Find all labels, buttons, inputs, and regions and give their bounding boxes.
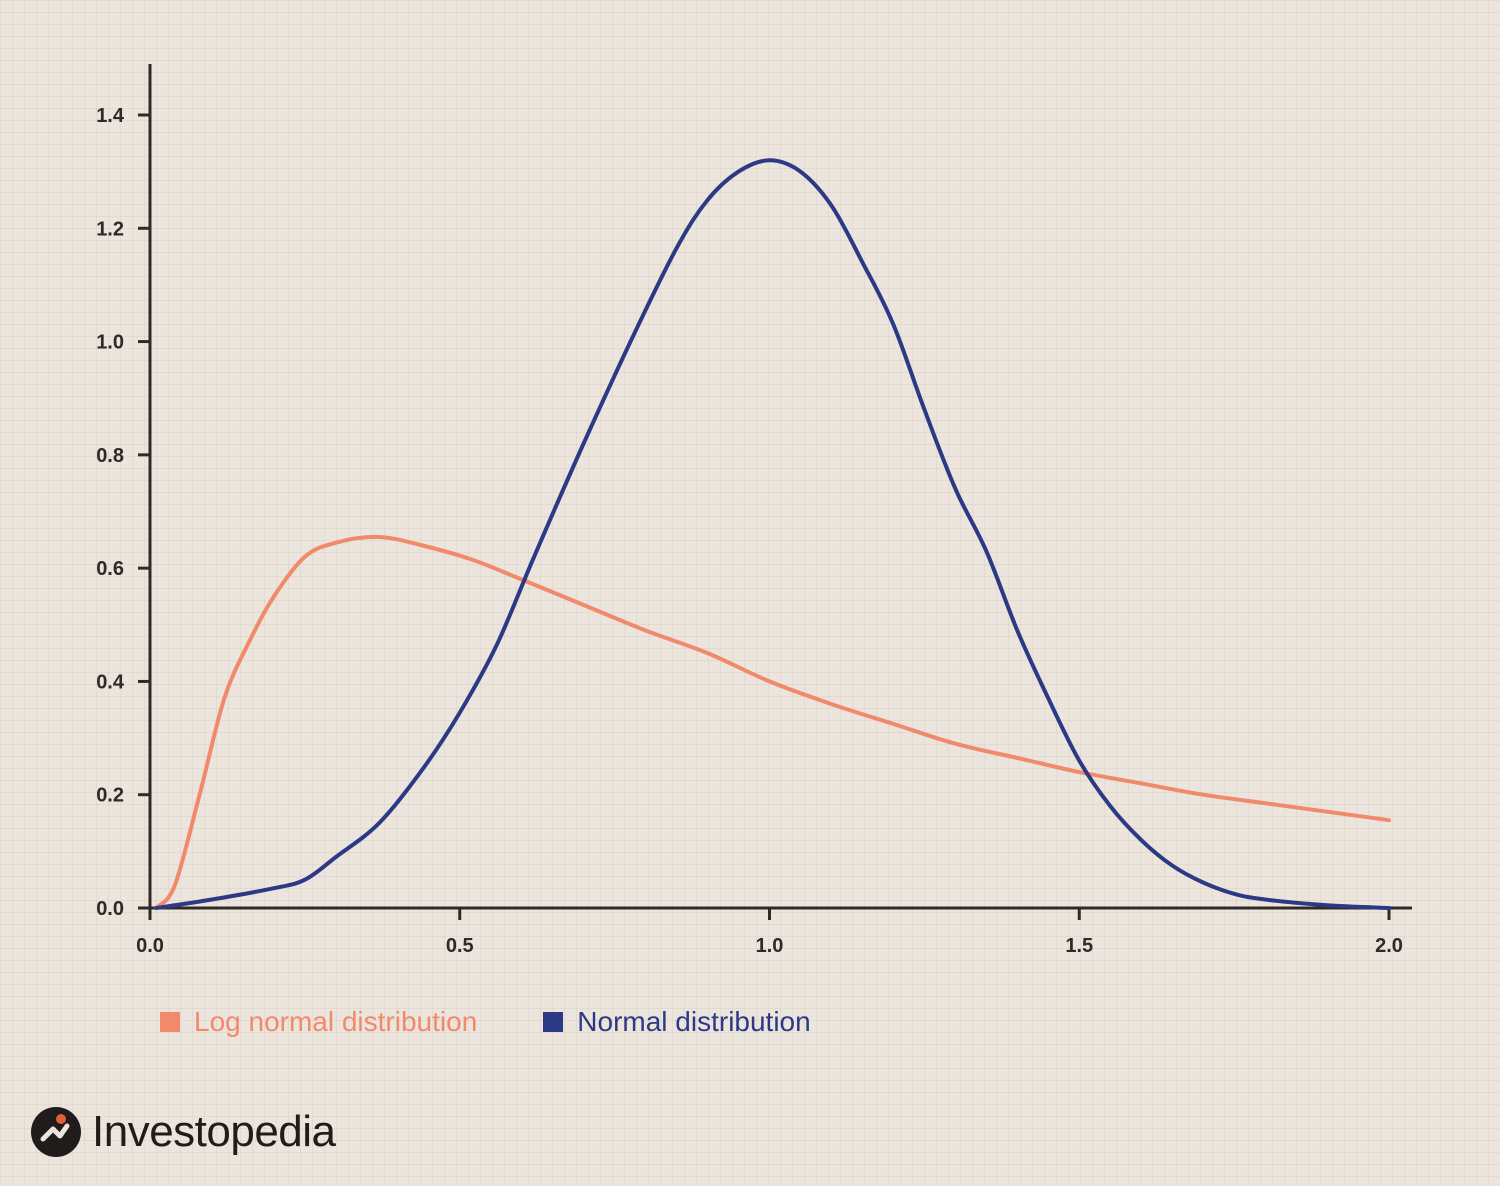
legend-swatch-log-normal (160, 1012, 180, 1032)
investopedia-logo-text: Investopedia (92, 1107, 336, 1156)
chart-legend: Log normal distribution Normal distribut… (160, 1006, 811, 1038)
y-tick-label: 1.4 (96, 105, 125, 127)
y-tick-label: 0.4 (96, 671, 125, 693)
x-tick-label: 2.0 (1375, 935, 1403, 957)
legend-item-normal: Normal distribution (543, 1006, 811, 1038)
chart-axes (148, 64, 1412, 910)
legend-label-normal: Normal distribution (577, 1006, 811, 1037)
x-tick-label: 1.5 (1065, 935, 1093, 957)
x-axis-ticks: 0.0 0.5 1.0 1.5 2.0 (136, 908, 1403, 957)
y-tick-label: 1.0 (96, 332, 124, 354)
investopedia-logo: Investopedia (30, 1106, 336, 1158)
x-tick-label: 0.0 (136, 935, 164, 957)
investopedia-logo-icon (31, 1107, 81, 1157)
legend-item-log-normal: Log normal distribution (160, 1006, 477, 1038)
y-tick-label: 0.0 (96, 898, 124, 920)
x-tick-label: 1.0 (756, 935, 784, 957)
y-tick-label: 0.6 (96, 558, 124, 580)
series-layer (154, 158, 1391, 910)
legend-swatch-normal (543, 1012, 564, 1032)
x-tick-label: 0.5 (446, 935, 474, 957)
line-chart: 0.0 0.5 1.0 1.5 2.0 0.0 0.2 0.4 0.6 0.8 1.0 1.2 1.4 (96, 64, 1412, 957)
y-axis-ticks: 0.0 0.2 0.4 0.6 0.8 1.0 1.2 1.4 (96, 105, 150, 920)
y-tick-label: 0.8 (96, 445, 124, 467)
y-tick-label: 1.2 (96, 218, 124, 240)
y-tick-label: 0.2 (96, 785, 124, 807)
series-line-normal (154, 158, 1391, 910)
series-line-log-normal (154, 534, 1391, 910)
legend-label-log-normal: Log normal distribution (194, 1006, 478, 1037)
